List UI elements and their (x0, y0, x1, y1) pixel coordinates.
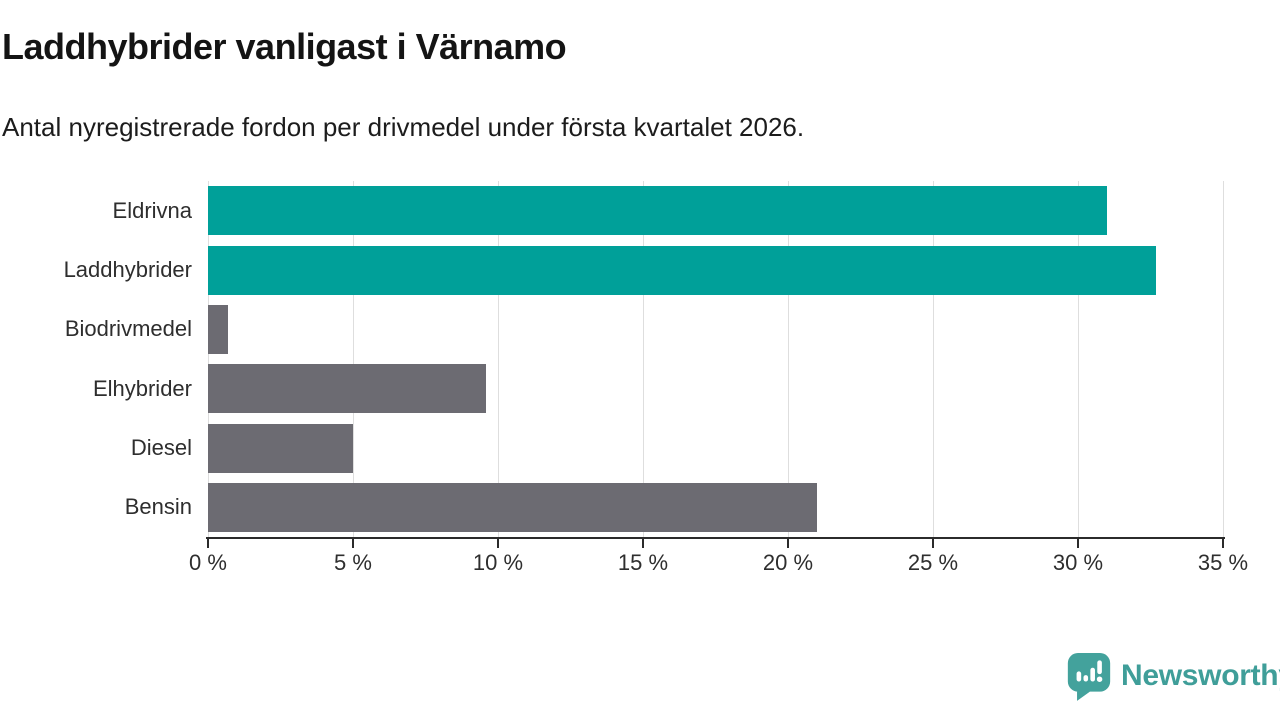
bar-eldrivna (208, 186, 1107, 236)
gridline (787, 181, 789, 537)
gridline (207, 181, 209, 537)
bar-diesel (208, 423, 353, 473)
bar-elhybrider (208, 364, 487, 414)
x-tick-label: 0 % (189, 550, 227, 575)
x-tick-mark (497, 539, 499, 548)
x-axis-line (206, 537, 1225, 539)
x-tick-label: 30 % (1052, 550, 1104, 575)
x-tick-label: 15 % (617, 550, 669, 575)
gridline (1077, 181, 1079, 537)
x-tick-mark (352, 539, 354, 548)
gridline (497, 181, 499, 537)
chart-subtitle: Antal nyregistrerade fordon per drivmede… (2, 112, 805, 142)
x-tick-mark (1222, 539, 1224, 548)
x-tick-mark (932, 539, 934, 548)
x-axis: 0 % 5 % 10 % 15 % 20 % 25 % 30 % 35 % (189, 537, 1248, 587)
x-tick-label: 10 % (472, 550, 524, 575)
newsworthy-brand: Newsworthy (1066, 651, 1280, 701)
category-label: Diesel (130, 434, 192, 460)
category-label: Eldrivna (112, 197, 192, 223)
x-tick-label: 20 % (762, 550, 814, 575)
y-axis-labels: Eldrivna Laddhybrider Biodrivmedel Elhybrid… (0, 181, 192, 537)
newsworthy-logo-icon (1067, 653, 1111, 701)
gridline (1222, 181, 1224, 537)
x-tick-label: 35 % (1197, 550, 1249, 575)
x-tick-label: 5 % (334, 550, 372, 575)
gridline (932, 181, 934, 537)
category-label: Biodrivmedel (64, 316, 192, 342)
plot-area (207, 181, 1224, 537)
gridline (642, 181, 644, 537)
x-tick-mark (1077, 539, 1079, 548)
category-label: Laddhybrider (63, 256, 192, 282)
bar-bensin (208, 482, 817, 532)
x-tick-mark (207, 539, 209, 548)
category-label: Elhybrider (92, 375, 192, 401)
newsworthy-logo-text: Newsworthy (1121, 659, 1280, 692)
x-tick-mark (787, 539, 789, 548)
chart-title: Laddhybrider vanligast i Värnamo (2, 26, 567, 67)
category-label: Bensin (124, 494, 192, 520)
x-tick-mark (642, 539, 644, 548)
bar-chart: Eldrivna Laddhybrider Biodrivmedel Elhybrid… (0, 181, 1248, 587)
gridline (352, 181, 354, 537)
bar-biodrivmedel (208, 304, 229, 354)
bar-laddhybrider (208, 245, 1157, 295)
x-tick-label: 25 % (907, 550, 959, 575)
